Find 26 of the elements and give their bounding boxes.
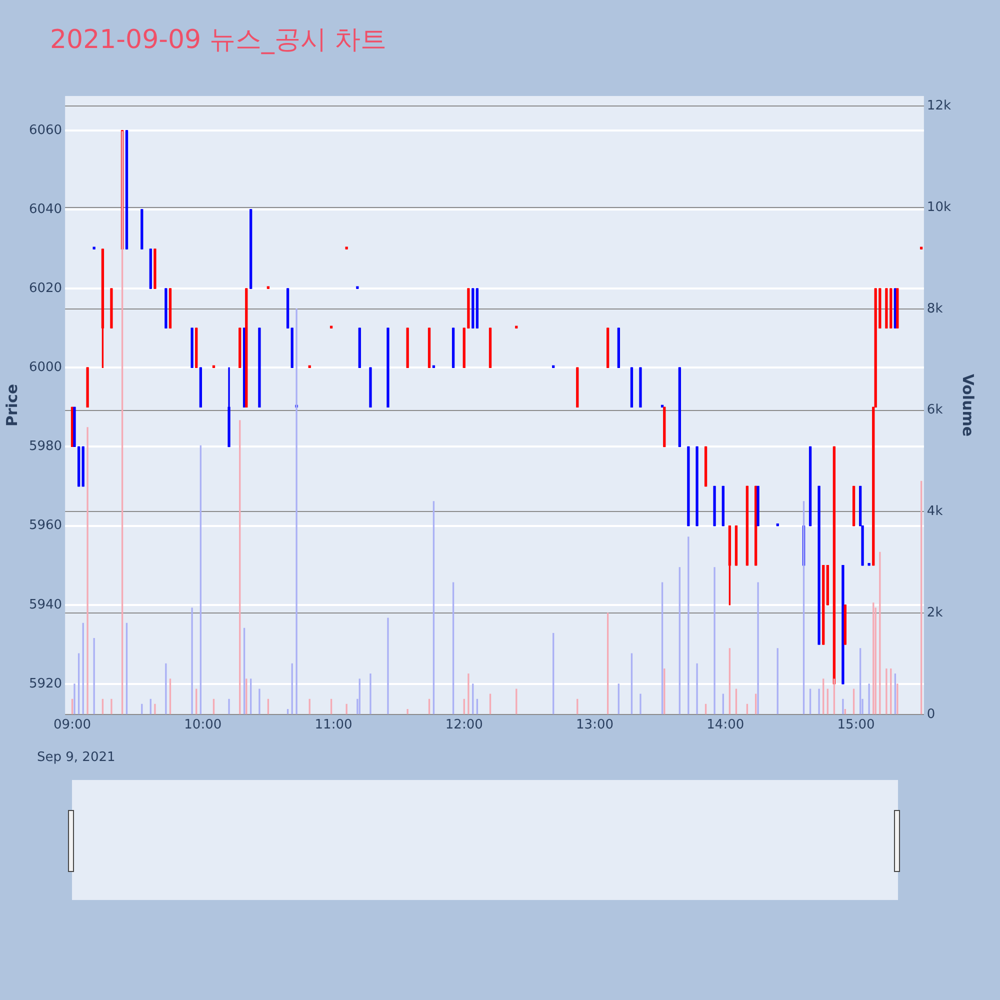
y2-tick-label: 2k xyxy=(926,605,944,620)
y2-tick-label: 10k xyxy=(926,200,952,215)
x-tick-label: 12:00 xyxy=(445,718,483,733)
y-tick-label: 5980 xyxy=(28,439,62,454)
y-tick-label: 6060 xyxy=(28,122,62,138)
y-tick-label: 6020 xyxy=(28,280,62,296)
chart-title: 2021-09-09 뉴스_공시 차트 xyxy=(50,24,387,57)
y-tick-label: 6040 xyxy=(28,202,62,217)
y2-axis-title: Volume xyxy=(959,374,978,437)
y2-tick-label: 8k xyxy=(926,301,944,316)
y-tick-label: 6000 xyxy=(28,360,62,376)
x-tick-label: 15:00 xyxy=(837,718,875,733)
y2-tick-label: 4k xyxy=(926,504,944,520)
y2-tick-label: 12k xyxy=(926,98,952,114)
y-tick-label: 5920 xyxy=(28,676,62,692)
x-tick-label: 13:00 xyxy=(576,718,614,733)
x-tick-label: 09:00 xyxy=(54,718,92,733)
y-tick-label: 5940 xyxy=(28,597,62,612)
y2-tick-label: 0 xyxy=(926,706,936,722)
text: Sep 9, 2021 xyxy=(37,750,116,765)
x-tick-label: 11:00 xyxy=(314,718,352,733)
y2-tick-label: 6k xyxy=(926,402,944,418)
x-tick-label: 10:00 xyxy=(184,718,222,733)
x-tick-label: 14:00 xyxy=(706,718,744,733)
y-axis-title: Price xyxy=(2,384,21,427)
y-tick-label: 5960 xyxy=(28,518,62,534)
